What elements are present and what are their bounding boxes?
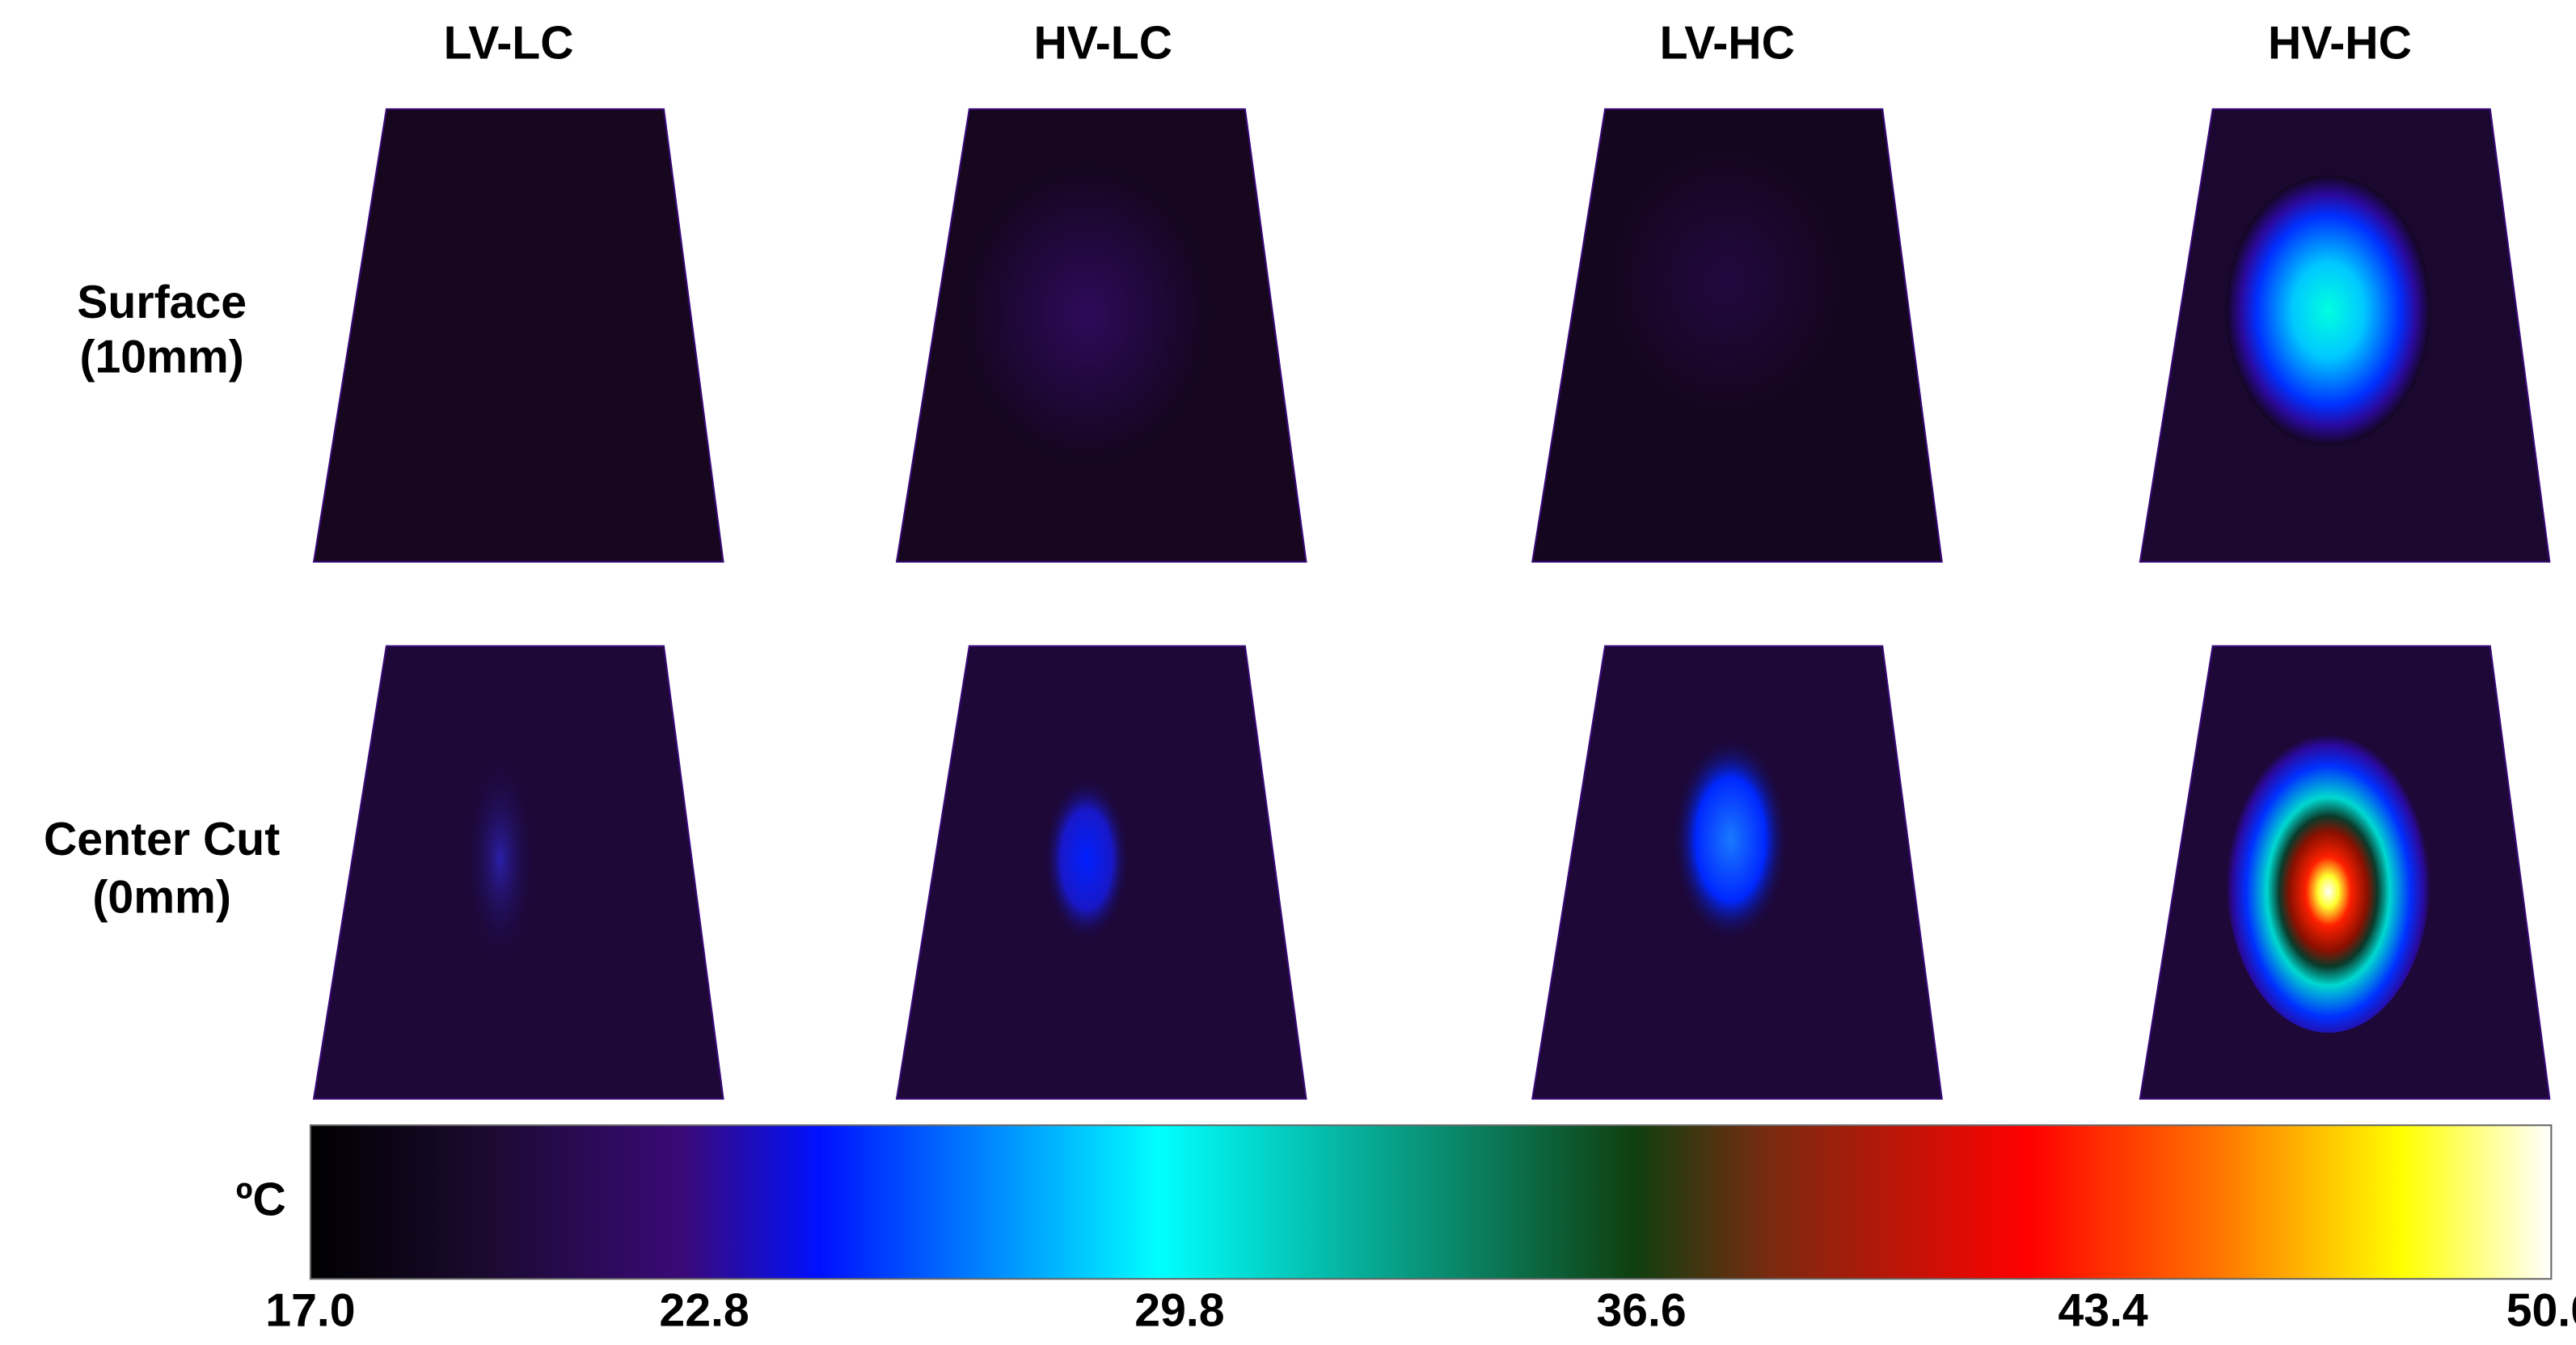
column-title: HV-HC [2268, 17, 2412, 69]
thermal-images [312, 108, 2551, 1100]
tick-label: 36.6 [1596, 1284, 1686, 1336]
row-label: Center Cut [44, 814, 280, 865]
row-label: Surface [77, 277, 247, 328]
tick-label: 43.4 [2058, 1284, 2147, 1336]
colorbar-unit: ºC [236, 1174, 286, 1225]
tick-label: 17.0 [265, 1284, 355, 1336]
column-title: LV-HC [1660, 17, 1795, 69]
tick-label: 50.0 [2506, 1284, 2576, 1336]
tick-label: 29.8 [1134, 1284, 1224, 1336]
column-title: LV-LC [444, 17, 574, 69]
row-label: (10mm) [79, 331, 243, 383]
column-title: HV-LC [1033, 17, 1172, 69]
row-label: (0mm) [92, 872, 231, 924]
colorbar [309, 1124, 2553, 1280]
tick-label: 22.8 [659, 1284, 749, 1336]
